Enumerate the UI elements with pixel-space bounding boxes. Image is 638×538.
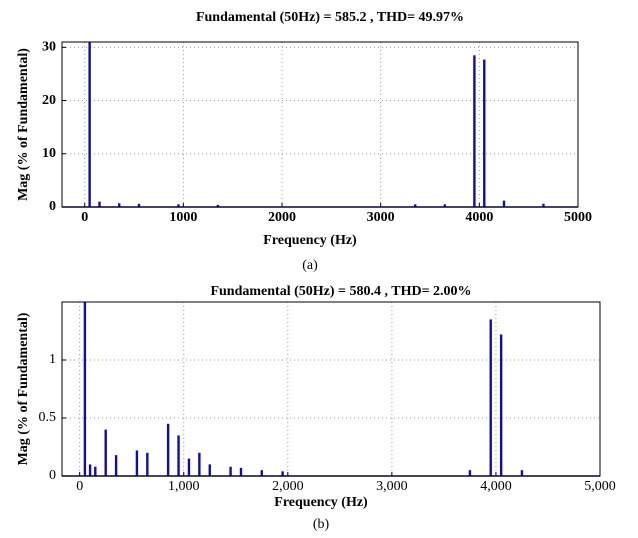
bar: [229, 466, 232, 476]
bar: [137, 203, 141, 207]
x-tick-label: 1000: [169, 210, 197, 225]
y-tick-label: 30: [42, 40, 56, 55]
bar: [239, 467, 243, 476]
bar: [88, 42, 91, 207]
bar: [177, 435, 180, 476]
x-tick-label: 2,000: [272, 479, 304, 494]
y-tick-label: 10: [42, 146, 56, 161]
y-tick-label: 20: [42, 93, 56, 108]
bar: [520, 470, 524, 476]
bar: [414, 204, 417, 207]
x-tick-label: 2000: [268, 210, 296, 225]
y-tick-label: 0.5: [39, 410, 57, 425]
plot-frame: [61, 41, 579, 208]
bar: [166, 423, 170, 476]
bar: [473, 55, 476, 207]
bar: [483, 59, 486, 207]
caption: (b): [313, 517, 330, 532]
x-tick-label: 4,000: [480, 479, 512, 494]
bar: [114, 455, 118, 476]
bar: [88, 464, 92, 476]
bar: [260, 470, 263, 476]
bars: [88, 42, 545, 207]
x-tick-label: 0: [76, 479, 83, 494]
y-tick-label: 1: [49, 352, 56, 367]
bar: [281, 471, 284, 476]
bar: [542, 203, 545, 207]
y-axis-label: Mag (% of Fundamental): [16, 312, 31, 465]
bar: [198, 452, 201, 476]
bar: [489, 319, 492, 476]
bar: [468, 470, 472, 476]
bar: [187, 458, 191, 476]
x-tick-label: 3000: [367, 210, 395, 225]
x-tick-label: 3,000: [376, 479, 408, 494]
x-axis-label: Frequency (Hz): [274, 495, 368, 510]
plot-area: [62, 42, 578, 207]
bar: [146, 452, 149, 476]
bar: [177, 204, 180, 207]
y-tick-label: 0: [49, 468, 56, 483]
y-axis-label: Mag (% of Fundamental): [16, 48, 31, 201]
bar: [94, 466, 97, 476]
bar: [502, 200, 506, 207]
bars: [83, 302, 524, 476]
x-tick-label: 1,000: [168, 479, 200, 494]
bar: [499, 334, 503, 476]
bar: [118, 203, 121, 207]
bar: [443, 204, 447, 207]
x-tick-label: 5000: [564, 210, 592, 225]
chart-title: Fundamental (50Hz) = 585.2 , THD= 49.97%: [196, 10, 464, 25]
bar: [208, 464, 211, 476]
x-axis-label: Frequency (Hz): [263, 233, 357, 248]
caption: (a): [302, 258, 318, 273]
y-tick-label: 0: [49, 199, 56, 214]
bar: [135, 450, 139, 476]
bar: [83, 302, 87, 476]
x-tick-label: 0: [81, 210, 88, 225]
x-tick-label: 5,000: [584, 479, 616, 494]
plot-frame: [61, 301, 601, 477]
chart-title: Fundamental (50Hz) = 580.4 , THD= 2.00%: [210, 284, 471, 299]
plot-area: [62, 302, 600, 476]
bar: [216, 204, 220, 207]
x-tick-label: 4000: [465, 210, 493, 225]
bar: [98, 201, 101, 207]
bar: [104, 429, 107, 476]
